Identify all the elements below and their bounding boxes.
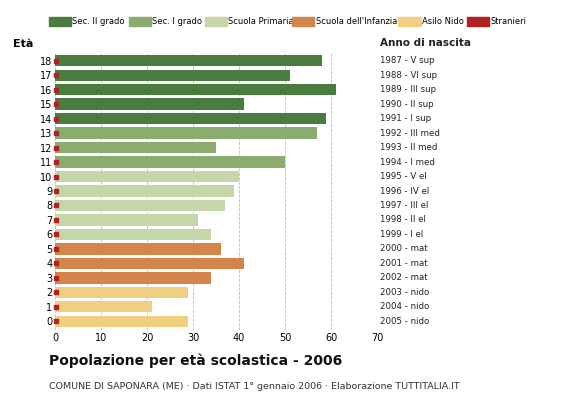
Text: Popolazione per età scolastica - 2006: Popolazione per età scolastica - 2006 <box>49 354 343 368</box>
Text: 1989 - III sup: 1989 - III sup <box>380 85 436 94</box>
Text: Stranieri: Stranieri <box>490 17 526 26</box>
Bar <box>55 258 244 269</box>
Text: 1987 - V sup: 1987 - V sup <box>380 56 434 65</box>
Bar <box>55 171 239 182</box>
Text: 1993 - II med: 1993 - II med <box>380 143 437 152</box>
Bar <box>55 272 212 284</box>
Bar <box>55 316 188 327</box>
Bar <box>55 229 212 240</box>
Text: 2000 - mat: 2000 - mat <box>380 244 427 254</box>
Bar <box>55 287 188 298</box>
Text: 2003 - nido: 2003 - nido <box>380 288 429 297</box>
Text: 2005 - nido: 2005 - nido <box>380 317 429 326</box>
Text: Asilo Nido: Asilo Nido <box>422 17 463 26</box>
Text: COMUNE DI SAPONARA (ME) · Dati ISTAT 1° gennaio 2006 · Elaborazione TUTTITALIA.I: COMUNE DI SAPONARA (ME) · Dati ISTAT 1° … <box>49 382 460 391</box>
Text: 1996 - IV el: 1996 - IV el <box>380 186 429 196</box>
Text: 1999 - I el: 1999 - I el <box>380 230 423 239</box>
Text: 1990 - II sup: 1990 - II sup <box>380 100 433 109</box>
Bar <box>55 185 234 197</box>
Bar <box>55 98 244 110</box>
Bar <box>55 84 336 95</box>
Text: 1994 - I med: 1994 - I med <box>380 158 435 166</box>
Text: 1991 - I sup: 1991 - I sup <box>380 114 431 123</box>
Text: Anno di nascita: Anno di nascita <box>380 38 471 48</box>
Text: 2004 - nido: 2004 - nido <box>380 302 429 311</box>
Text: 1992 - III med: 1992 - III med <box>380 128 440 138</box>
Text: 2002 - mat: 2002 - mat <box>380 273 427 282</box>
Bar <box>55 243 220 254</box>
Bar <box>55 301 151 312</box>
Bar <box>55 70 289 81</box>
Text: 1988 - VI sup: 1988 - VI sup <box>380 71 437 80</box>
Bar <box>55 128 317 139</box>
Bar <box>55 156 285 168</box>
Text: Sec. II grado: Sec. II grado <box>72 17 125 26</box>
Text: 2001 - mat: 2001 - mat <box>380 259 427 268</box>
Text: 1998 - II el: 1998 - II el <box>380 216 426 224</box>
Text: Sec. I grado: Sec. I grado <box>152 17 202 26</box>
Text: 1995 - V el: 1995 - V el <box>380 172 427 181</box>
Text: Età: Età <box>13 39 34 49</box>
Text: Scuola Primaria: Scuola Primaria <box>229 17 294 26</box>
Bar <box>55 142 216 153</box>
Bar <box>55 214 198 226</box>
Bar <box>55 200 225 211</box>
Text: Scuola dell'Infanzia: Scuola dell'Infanzia <box>316 17 397 26</box>
Text: 1997 - III el: 1997 - III el <box>380 201 428 210</box>
Bar <box>55 55 322 66</box>
Bar <box>55 113 327 124</box>
